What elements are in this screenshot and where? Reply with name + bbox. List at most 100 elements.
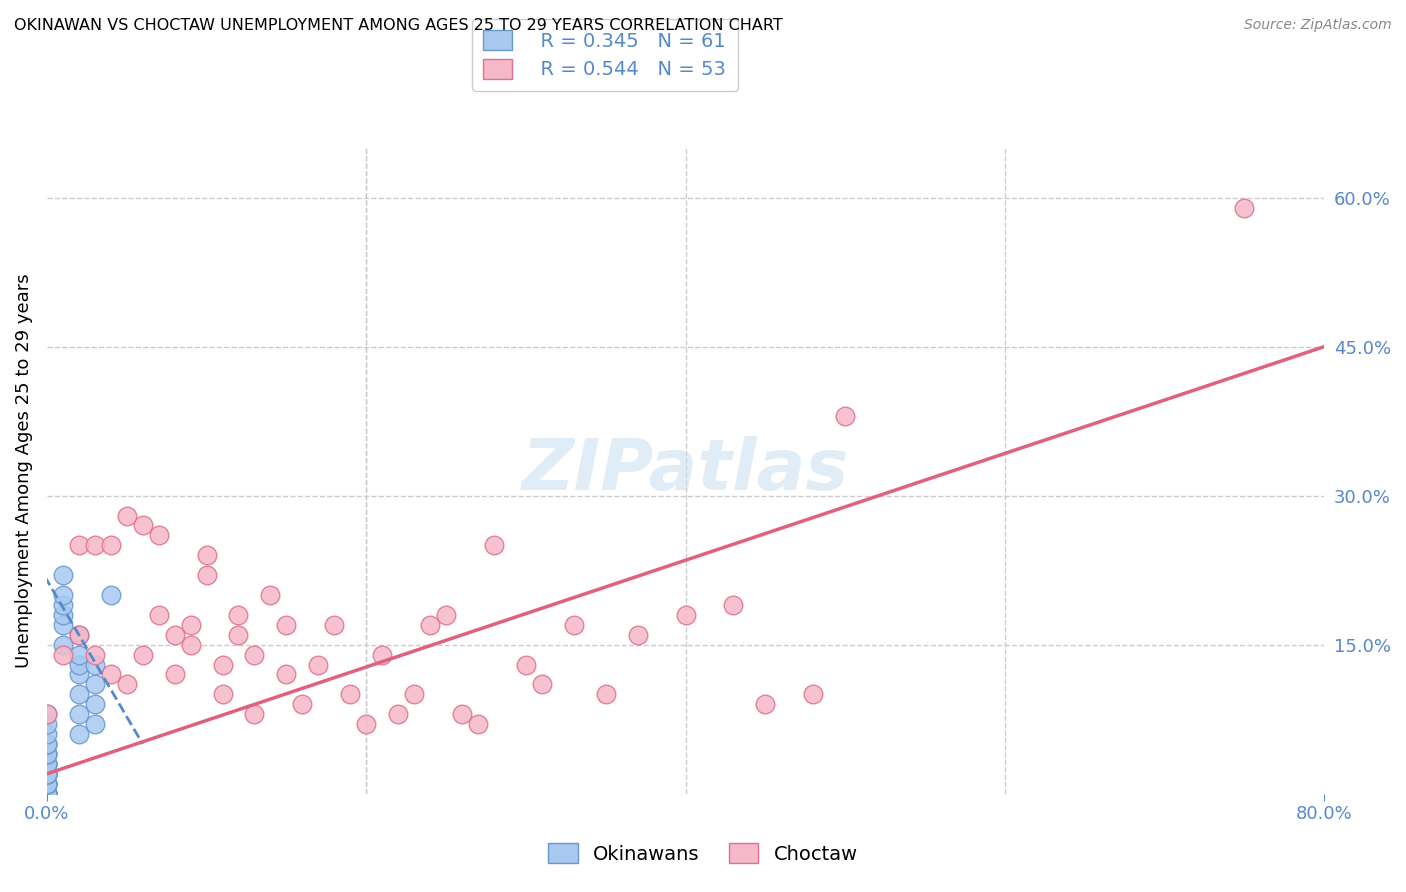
Point [35,756,58,771]
Point [115,677,138,691]
Point [83,648,105,662]
Point [371,648,394,662]
Point [434,607,457,622]
Point [259,588,281,602]
Point [35,787,58,801]
Point [387,707,409,722]
Point [83,717,105,731]
Point [35,787,58,801]
Point [131,648,153,662]
Legend:   R = 0.345   N = 61,   R = 0.544   N = 53: R = 0.345 N = 61, R = 0.544 N = 53 [471,19,738,91]
Point [35,787,58,801]
Point [83,698,105,712]
Point [530,677,553,691]
Point [211,687,233,701]
Point [35,787,58,801]
Point [35,717,58,731]
Point [100,538,122,552]
Point [243,648,266,662]
Point [52,638,75,652]
Text: ZIPatlas: ZIPatlas [522,436,849,506]
Point [83,677,105,691]
Point [67,727,90,741]
Point [163,628,186,642]
Point [100,667,122,681]
Point [276,617,298,632]
Point [723,598,745,612]
Point [228,628,250,642]
Point [307,657,329,672]
Point [180,638,202,652]
Point [35,787,58,801]
Point [35,747,58,761]
Point [35,766,58,780]
Point [515,657,537,672]
Point [35,756,58,771]
Point [35,787,58,801]
Point [291,698,314,712]
Point [419,617,441,632]
Point [67,538,90,552]
Point [35,777,58,791]
Point [35,777,58,791]
Point [562,617,585,632]
Point [35,756,58,771]
Point [35,766,58,780]
Point [195,568,218,582]
Point [52,617,75,632]
Point [35,787,58,801]
Point [35,766,58,780]
Point [451,707,474,722]
Point [595,687,617,701]
Point [195,549,218,563]
Point [35,787,58,801]
Point [35,707,58,722]
Point [35,727,58,741]
Point [35,787,58,801]
Point [148,607,170,622]
Point [148,528,170,542]
Point [83,538,105,552]
Point [228,607,250,622]
Point [35,787,58,801]
Point [35,737,58,751]
Point [100,588,122,602]
Point [35,777,58,791]
Legend: Okinawans, Choctaw: Okinawans, Choctaw [538,833,868,873]
Point [52,598,75,612]
Point [35,787,58,801]
Point [482,538,505,552]
Point [35,787,58,801]
Point [35,756,58,771]
Point [52,568,75,582]
Point [834,409,856,424]
Point [67,657,90,672]
Point [404,687,426,701]
Point [52,588,75,602]
Point [675,607,697,622]
Point [67,648,90,662]
Point [52,607,75,622]
Text: Source: ZipAtlas.com: Source: ZipAtlas.com [1244,18,1392,32]
Point [35,707,58,722]
Point [35,787,58,801]
Point [35,777,58,791]
Point [83,657,105,672]
Point [35,787,58,801]
Point [35,787,58,801]
Point [35,766,58,780]
Point [131,518,153,533]
Point [35,747,58,761]
Point [627,628,650,642]
Point [35,787,58,801]
Point [467,717,489,731]
Point [243,707,266,722]
Point [115,508,138,523]
Text: OKINAWAN VS CHOCTAW UNEMPLOYMENT AMONG AGES 25 TO 29 YEARS CORRELATION CHART: OKINAWAN VS CHOCTAW UNEMPLOYMENT AMONG A… [14,18,783,33]
Point [339,687,361,701]
Point [35,787,58,801]
Point [35,747,58,761]
Point [180,617,202,632]
Point [35,787,58,801]
Y-axis label: Unemployment Among Ages 25 to 29 years: Unemployment Among Ages 25 to 29 years [15,274,32,668]
